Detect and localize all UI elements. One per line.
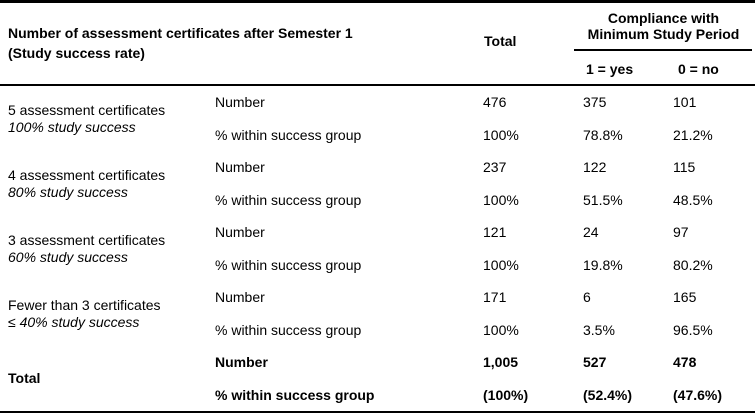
value-percent-total: 100%	[483, 321, 519, 338]
value-number-total: 237	[483, 159, 507, 176]
header-sub-no: 0 = no	[678, 61, 719, 77]
value-number-yes: 122	[583, 159, 607, 176]
header-row-dimension-line2: (Study success rate)	[8, 45, 145, 61]
group-label-line1: Fewer than 3 certificates	[8, 296, 161, 313]
value-number-no: 101	[673, 94, 697, 111]
stat-label-number: Number	[215, 224, 265, 241]
header-bottom-rule	[0, 84, 755, 86]
value-percent-yes: 78.8%	[583, 126, 623, 143]
value-number-no: 478	[673, 354, 697, 371]
value-number-yes: 24	[583, 224, 599, 241]
value-percent-yes: 51.5%	[583, 191, 623, 208]
stat-label-percent: % within success group	[215, 321, 362, 338]
header-row-dimension-line1: Number of assessment certificates after …	[8, 25, 353, 41]
group-label-line2: ≤ 40% study success	[8, 313, 140, 330]
value-number-no: 165	[673, 289, 697, 306]
value-number-total: 171	[483, 289, 507, 306]
bottom-rule	[0, 411, 755, 413]
value-percent-yes: 19.8%	[583, 256, 623, 273]
group-label-line1: 4 assessment certificates	[8, 166, 166, 183]
header-total: Total	[484, 33, 517, 49]
top-rule	[0, 0, 755, 3]
value-percent-no: 48.5%	[673, 191, 713, 208]
group-label-4-certificates: 4 assessment certificates 80% study succ…	[0, 151, 215, 216]
compliance-underline-rule	[574, 49, 752, 51]
value-percent-total: (100%)	[483, 386, 529, 403]
header-compliance: Compliance with Minimum Study Period	[572, 10, 755, 42]
stat-label-number: Number	[215, 289, 265, 306]
group-label-line2: 60% study success	[8, 248, 128, 265]
group-label-3-certificates: 3 assessment certificates 60% study succ…	[0, 216, 215, 281]
group-label-line2: 80% study success	[8, 183, 128, 200]
value-percent-no: (47.6%)	[673, 386, 723, 403]
stat-label-percent: % within success group	[215, 126, 362, 143]
group-label-5-certificates: 5 assessment certificates 100% study suc…	[0, 86, 215, 151]
value-number-no: 97	[673, 224, 689, 241]
value-number-yes: 527	[583, 354, 607, 371]
value-percent-total: 100%	[483, 191, 519, 208]
header-compliance-line1: Compliance with	[607, 10, 720, 26]
header-sub-yes: 1 = yes	[586, 61, 634, 77]
value-number-total: 1,005	[483, 354, 519, 371]
group-label-line2: 100% study success	[8, 118, 136, 135]
group-label-line1: 5 assessment certificates	[8, 101, 166, 118]
stat-label-number: Number	[215, 159, 265, 176]
stat-label-percent: % within success group	[215, 256, 362, 273]
table-body: 5 assessment certificates 100% study suc…	[0, 86, 755, 411]
value-percent-yes: (52.4%)	[583, 386, 633, 403]
value-percent-total: 100%	[483, 256, 519, 273]
stat-label-percent: % within success group	[215, 386, 375, 403]
value-number-no: 115	[673, 159, 696, 176]
stat-label-number: Number	[215, 354, 268, 371]
value-percent-no: 21.2%	[673, 126, 713, 143]
value-number-total: 121	[483, 224, 507, 241]
value-number-yes: 375	[583, 94, 607, 111]
group-label-line1: 3 assessment certificates	[8, 231, 166, 248]
value-percent-yes: 3.5%	[583, 321, 615, 338]
stat-label-percent: % within success group	[215, 191, 362, 208]
header-compliance-line2: Minimum Study Period	[587, 26, 740, 42]
value-percent-total: 100%	[483, 126, 519, 143]
group-label-total: Total	[0, 346, 215, 411]
value-number-total: 476	[483, 94, 507, 111]
value-percent-no: 96.5%	[673, 321, 713, 338]
group-label-line1: Total	[8, 370, 41, 386]
header-row-dimension: Number of assessment certificates after …	[8, 23, 473, 63]
group-label-fewer-than-3: Fewer than 3 certificates ≤ 40% study su…	[0, 281, 215, 346]
value-number-yes: 6	[583, 289, 591, 306]
stat-label-number: Number	[215, 94, 265, 111]
value-percent-no: 80.2%	[673, 256, 713, 273]
